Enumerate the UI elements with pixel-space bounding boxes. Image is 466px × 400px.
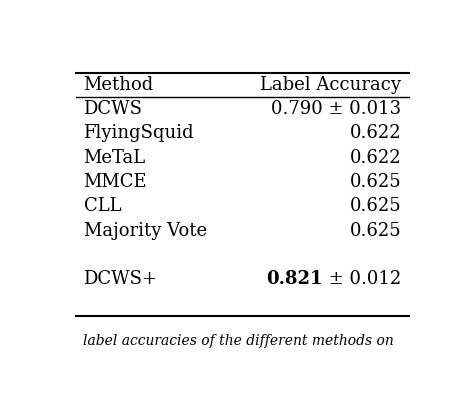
- Text: FlyingSquid: FlyingSquid: [83, 124, 194, 142]
- Text: 0.622: 0.622: [350, 124, 401, 142]
- Text: DCWS: DCWS: [83, 100, 143, 118]
- Text: 0.790 ± 0.013: 0.790 ± 0.013: [271, 100, 401, 118]
- Text: ± 0.012: ± 0.012: [323, 270, 401, 288]
- Text: 0.821: 0.821: [267, 270, 323, 288]
- Text: 0.622: 0.622: [350, 149, 401, 167]
- Text: 0.625: 0.625: [350, 173, 401, 191]
- Text: 0.625: 0.625: [350, 198, 401, 216]
- Text: MeTaL: MeTaL: [83, 149, 146, 167]
- Text: Method: Method: [83, 76, 154, 94]
- Text: MMCE: MMCE: [83, 173, 147, 191]
- Text: Majority Vote: Majority Vote: [83, 222, 206, 240]
- Text: CLL: CLL: [83, 198, 121, 216]
- Text: DCWS+: DCWS+: [83, 270, 158, 288]
- Text: label accuracies of the different methods on: label accuracies of the different method…: [83, 334, 394, 348]
- Text: Label Accuracy: Label Accuracy: [260, 76, 401, 94]
- Text: 0.625: 0.625: [350, 222, 401, 240]
